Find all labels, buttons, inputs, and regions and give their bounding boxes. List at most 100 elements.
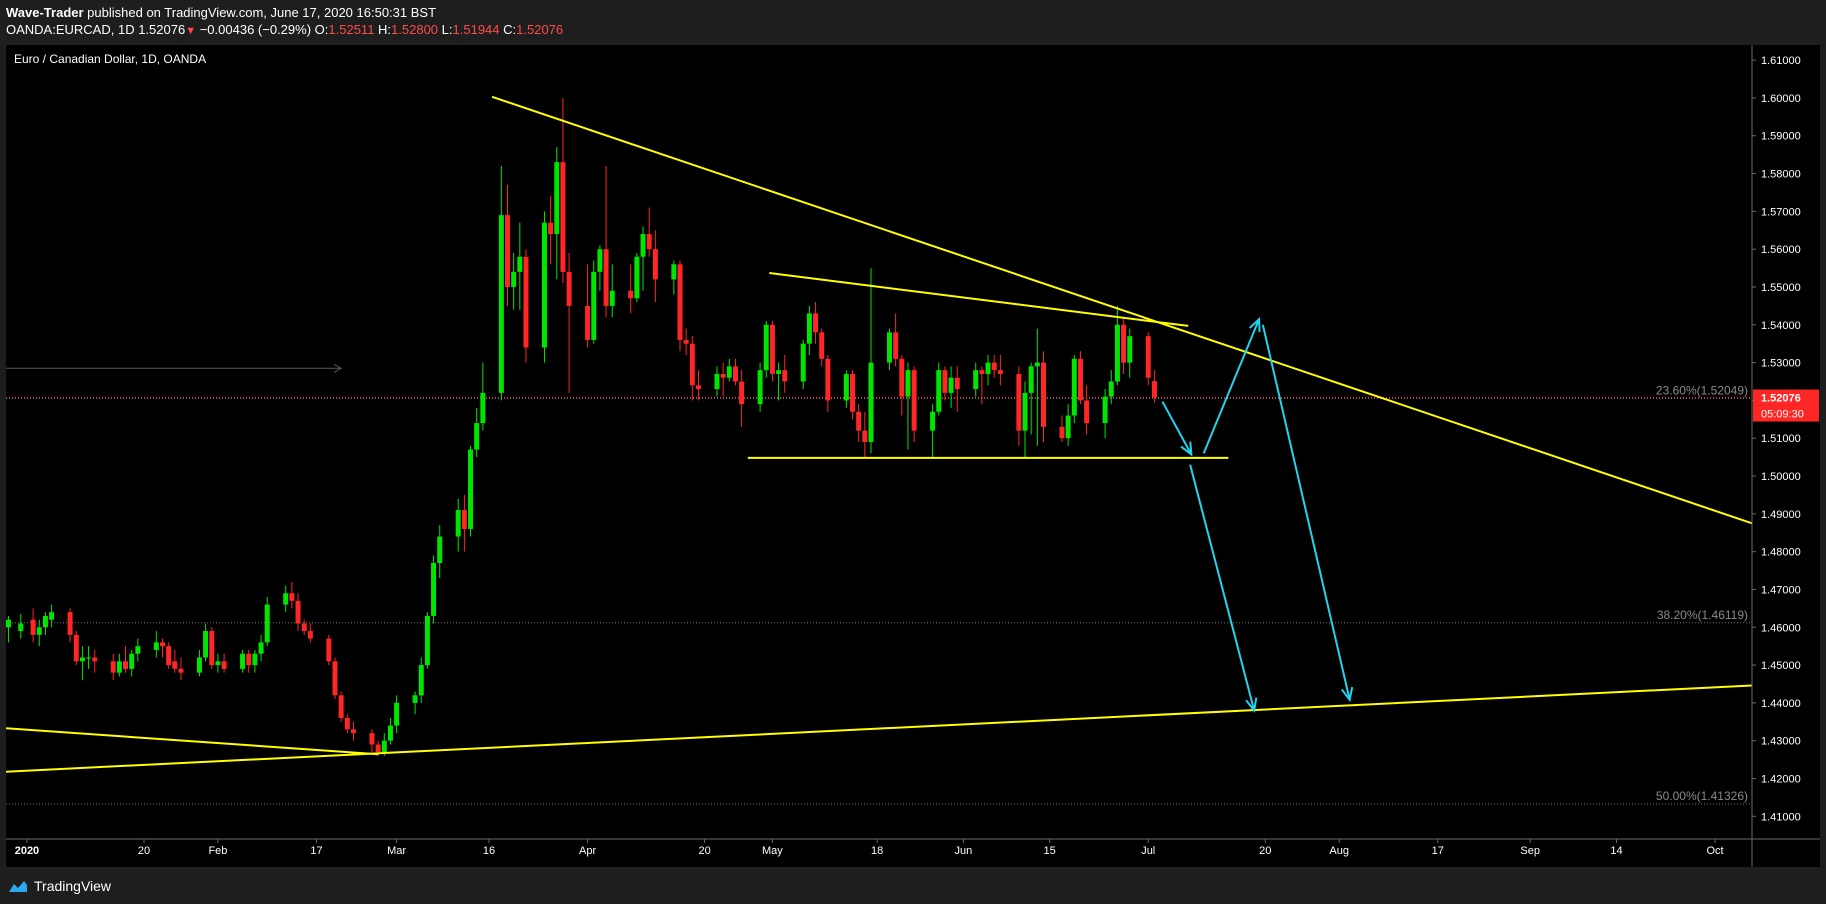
chart-area[interactable]: 23.60%(1.52049) 38.20%(1.46119) 50.00%(1.4… — [6, 45, 1820, 867]
bullish-candle — [948, 377, 954, 393]
bullish-candle — [49, 612, 55, 620]
bearish-candle — [1145, 336, 1151, 378]
bullish-candle — [554, 162, 560, 235]
bullish-candle — [468, 449, 474, 529]
bearish-candle — [850, 373, 856, 412]
bearish-candle — [67, 612, 73, 635]
close-label: C: — [503, 22, 517, 37]
bullish-candle — [1127, 336, 1133, 363]
tradingview-cloud-icon — [9, 881, 27, 892]
bullish-candle — [1034, 362, 1040, 367]
projection-arrows — [1161, 316, 1354, 713]
bullish-candle — [79, 657, 85, 662]
bearish-candle — [1084, 400, 1090, 424]
bearish-candle — [739, 381, 745, 405]
price-tick-label: 1.47000 — [1761, 584, 1801, 596]
bearish-candle — [326, 638, 332, 662]
bearish-candle — [221, 661, 227, 669]
bullish-candle — [800, 343, 806, 382]
price-tick-label: 1.48000 — [1761, 547, 1801, 559]
bearish-candle — [159, 642, 165, 647]
time-tick-label: Aug — [1329, 845, 1349, 857]
bullish-candle — [1114, 324, 1120, 382]
bearish-candle — [30, 619, 36, 635]
time-tick-label: 20 — [699, 845, 711, 857]
bullish-candle — [1028, 366, 1034, 393]
symbol-info-line: OANDA:EURCAD, 1D 1.52076▼ −0.00436 (−0.2… — [6, 22, 563, 37]
bullish-candle — [116, 661, 122, 673]
published-info: published on TradingView.com, June 17, 2… — [83, 5, 437, 20]
bearish-candle — [720, 373, 726, 378]
bearish-candle — [782, 370, 788, 382]
bearish-candle — [369, 733, 375, 745]
bullish-candle — [424, 615, 430, 666]
bearish-candle — [677, 264, 683, 340]
bearish-candle — [560, 162, 566, 272]
bearish-candle — [504, 215, 510, 287]
apex-fall-arrow-head — [1341, 686, 1354, 703]
time-tick-label: 20 — [1259, 845, 1271, 857]
bullish-candle — [905, 370, 911, 397]
down-triangle-icon: ▼ — [185, 25, 197, 37]
high-value: 1.52800 — [391, 22, 439, 37]
rally-to-apex-arrow — [1202, 318, 1261, 454]
price-tick-label: 1.54000 — [1761, 320, 1801, 332]
price-tick-label: 1.42000 — [1761, 774, 1801, 786]
bearish-candle — [819, 332, 825, 359]
bearish-candle — [856, 411, 862, 431]
price-tick-label: 1.59000 — [1761, 131, 1801, 143]
price-tick-label: 1.44000 — [1761, 698, 1801, 710]
bullish-candle — [936, 370, 942, 412]
bearish-candle — [813, 313, 819, 333]
bullish-candle — [1071, 358, 1077, 416]
last-price-tag-label: 1.52076 — [1761, 393, 1801, 405]
bullish-candle — [634, 256, 640, 299]
bullish-candle — [418, 665, 424, 696]
bearish-candle — [1059, 426, 1065, 439]
price-tick-label: 1.55000 — [1761, 282, 1801, 294]
drop-to-support-arrow — [1161, 401, 1193, 455]
candlestick-series — [6, 97, 1157, 756]
time-tick-label: 15 — [1044, 845, 1056, 857]
rally-to-apex-arrow-head — [1249, 316, 1261, 333]
bearish-candle — [603, 249, 609, 306]
last-price-tag — [1753, 389, 1819, 406]
time-axis[interactable]: 2020 20 Feb 17 Mar 16 Apr 20 May 18 Jun 15 Jul 20 Aug 1… — [15, 839, 1724, 857]
bullish-candle — [541, 222, 547, 348]
price-tick-label: 1.50000 — [1761, 471, 1801, 483]
bearish-candle — [1040, 362, 1046, 427]
tradingview-logo[interactable]: TradingView — [6, 878, 111, 894]
bullish-candle — [714, 373, 720, 390]
bullish-candle — [18, 623, 24, 632]
bearish-candle — [979, 370, 985, 374]
breakdown-arrow-head — [1245, 697, 1258, 713]
bullish-candle — [1102, 396, 1108, 424]
bearish-candle — [585, 305, 591, 340]
bearish-candle — [523, 256, 529, 348]
bullish-candle — [776, 370, 782, 374]
time-tick-label: Apr — [579, 845, 596, 857]
bullish-candle — [930, 411, 936, 431]
author-name[interactable]: Wave-Trader — [6, 5, 84, 20]
upper-descending-trendline — [491, 95, 1753, 525]
bearish-candle — [899, 358, 905, 397]
bullish-candle — [843, 373, 849, 401]
price-axis[interactable]: 1.61000 1.60000 1.59000 1.58000 1.57000 1.560… — [1752, 55, 1801, 823]
price-chart[interactable]: 23.60%(1.52049) 38.20%(1.46119) 50.00%(1.4… — [6, 45, 1820, 867]
bearish-candle — [123, 661, 129, 669]
bearish-candle — [954, 377, 960, 390]
bearish-candle — [862, 430, 868, 442]
bullish-candle — [985, 362, 991, 374]
time-tick-label: 16 — [483, 845, 495, 857]
bearish-candle — [683, 339, 689, 344]
bearish-candle — [997, 370, 1003, 374]
bullish-candle — [763, 324, 769, 371]
countdown-tag-label: 05:09:30 — [1761, 409, 1804, 421]
bearish-candle — [307, 631, 313, 639]
time-tick-label: 17 — [1432, 845, 1444, 857]
fib-level-label: 50.00%(1.41326) — [1656, 789, 1748, 803]
bullish-candle — [387, 725, 393, 741]
time-tick-label: Sep — [1520, 845, 1540, 857]
bearish-candle — [566, 271, 572, 306]
bearish-candle — [92, 657, 98, 662]
